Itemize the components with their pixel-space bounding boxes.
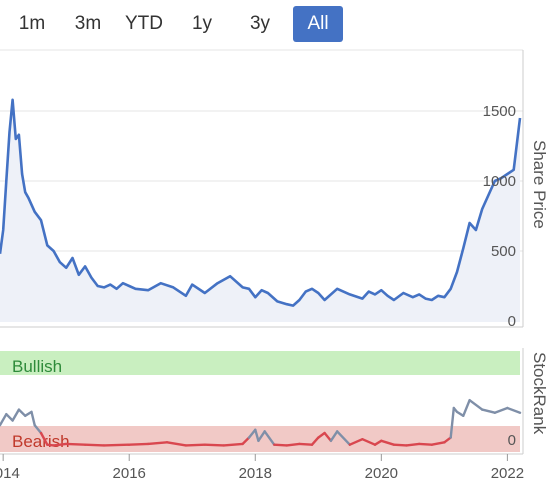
rank-line-segment: [33, 424, 43, 435]
rank-line-segment: [405, 442, 421, 447]
rank-line-segment: [323, 431, 333, 442]
rank-line-segment: [184, 443, 207, 447]
range-button-3y[interactable]: 3y: [249, 13, 271, 34]
rank-axis-title: StockRank: [530, 352, 549, 435]
rank-line-segment: [64, 442, 87, 446]
rank-line-segment: [373, 439, 383, 446]
rank-line-segment: [247, 428, 257, 439]
rank-line-segment: [493, 406, 509, 414]
rank-line-segment: [83, 443, 106, 447]
rank-line-segment: [203, 443, 226, 447]
rank-line-segment: [392, 443, 408, 447]
rank-line-segment: [127, 442, 150, 446]
range-button-ytd[interactable]: YTD: [125, 13, 163, 34]
rank-line-segment: [449, 406, 455, 439]
rank-tick-label: 0: [508, 432, 516, 449]
rank-line-segment: [17, 408, 27, 417]
price-line[interactable]: [0, 98, 522, 307]
rank-line-segment: [336, 430, 351, 446]
rank-line-segment: [165, 441, 188, 447]
rank-line-segment: [254, 428, 260, 442]
rank-line-segment: [380, 439, 396, 446]
rank-line-segment: [455, 410, 465, 417]
rank-line-segment: [348, 438, 364, 446]
range-button-1m[interactable]: 1m: [18, 13, 46, 34]
rank-line-segment: [361, 438, 377, 446]
rank-line-segment: [0, 413, 8, 427]
rank-line-segment: [481, 408, 496, 414]
price-area: [0, 99, 520, 322]
rank-line-segment: [430, 441, 446, 446]
price-tick-label: 500: [491, 243, 516, 260]
rank-line-segment: [468, 399, 484, 411]
rank-line-segment: [11, 408, 21, 422]
rank-line-segment: [310, 436, 320, 446]
price-gridlines: [0, 110, 523, 252]
rank-line-segment: [273, 443, 288, 447]
price-tick-labels: 0 500 1000 1500: [483, 103, 516, 330]
rank-line-segment: [462, 399, 471, 417]
rank-line-segment: [39, 431, 49, 446]
x-tick-label: 2016: [113, 465, 146, 482]
price-tick-label: 1500: [483, 103, 516, 120]
x-tick-label: 2014: [0, 465, 20, 482]
price-tick-label: 0: [508, 313, 516, 330]
x-tick-labels: 2014 2016 2018 2020 2022: [0, 454, 524, 482]
range-button-1y[interactable]: 1y: [191, 13, 213, 34]
rank-line-segment: [241, 436, 251, 446]
x-tick-label: 2022: [491, 465, 524, 482]
range-selector: 1m 3m YTD 1y 3y All: [0, 6, 360, 42]
rank-line-segment: [329, 430, 339, 442]
bullish-label: Bullish: [12, 357, 62, 376]
rank-line-segment: [5, 413, 14, 422]
rank-line-segment: [298, 442, 314, 446]
rank-line-segment: [263, 430, 276, 446]
x-tick-label: 2020: [365, 465, 398, 482]
price-axis-title: Share Price: [530, 140, 549, 229]
price-tick-label: 1000: [483, 173, 516, 190]
rank-line-segment: [30, 410, 36, 427]
range-button-all[interactable]: All: [293, 6, 343, 42]
rank-line-segment: [317, 431, 326, 439]
rank-line-segment: [443, 436, 452, 444]
rank-line-segment: [222, 442, 244, 447]
rank-line-segment: [418, 442, 433, 446]
x-tick-label: 2018: [239, 465, 272, 482]
rank-line-segment: [146, 441, 169, 446]
range-button-3m[interactable]: 3m: [74, 13, 102, 34]
rank-line-segment: [257, 430, 266, 442]
rank-line-segment: [102, 443, 131, 447]
rank-tick-labels: 0: [508, 432, 516, 449]
rank-line-segment: [506, 406, 522, 414]
rank-line-segment: [52, 442, 68, 447]
bullish-zone: [0, 351, 520, 375]
rank-lines[interactable]: [0, 399, 522, 447]
rank-line-segment: [285, 442, 301, 447]
